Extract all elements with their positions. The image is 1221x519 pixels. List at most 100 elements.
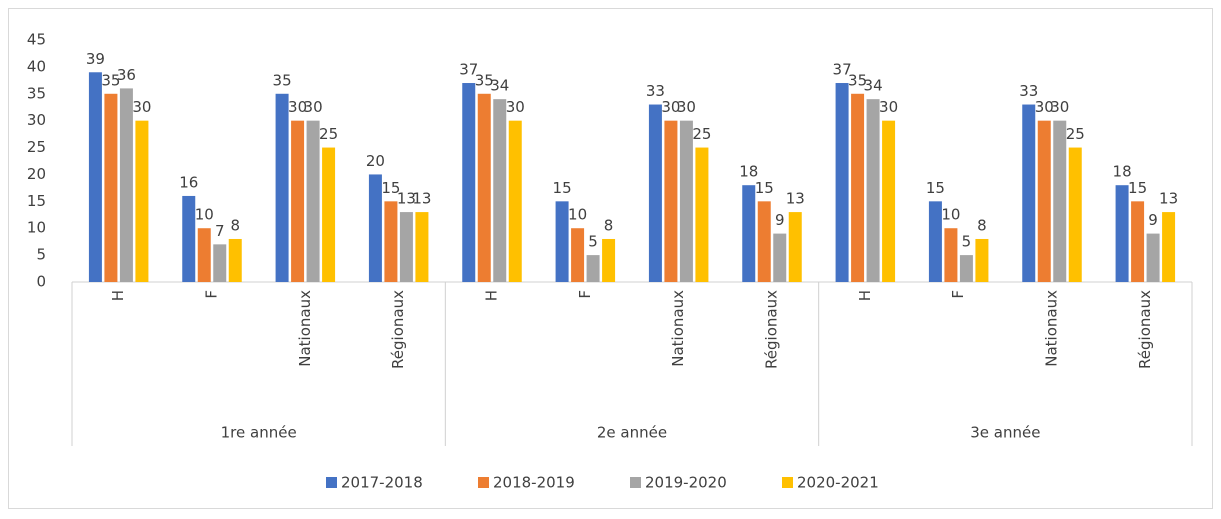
- y-tick-label: 15: [27, 192, 46, 210]
- data-label: 5: [588, 233, 598, 251]
- data-label: 37: [459, 61, 478, 79]
- y-tick-label: 45: [27, 31, 46, 49]
- bar: [571, 228, 585, 282]
- bar: [975, 238, 989, 282]
- bar: [291, 120, 305, 283]
- bar: [368, 174, 382, 282]
- x-tick-label: Nationaux: [669, 290, 687, 367]
- data-label: 13: [786, 190, 805, 208]
- bar: [773, 233, 787, 282]
- bar: [928, 201, 942, 282]
- bar: [493, 99, 507, 283]
- data-label: 7: [215, 222, 225, 240]
- bar: [1146, 233, 1160, 282]
- data-label: 30: [1050, 98, 1069, 116]
- data-label: 35: [273, 71, 292, 89]
- bar: [322, 147, 336, 282]
- data-label: 15: [755, 179, 774, 197]
- legend-label: 2017-2018: [341, 474, 423, 492]
- data-label: 15: [926, 179, 945, 197]
- bar: [944, 228, 958, 282]
- data-label: 8: [230, 216, 240, 234]
- y-tick-label: 5: [36, 246, 46, 264]
- data-label: 10: [568, 206, 587, 224]
- x-tick-label: Nationaux: [296, 290, 314, 367]
- bar: [757, 201, 771, 282]
- bar: [197, 228, 211, 282]
- bar: [695, 147, 709, 282]
- data-label: 25: [692, 125, 711, 143]
- data-label: 33: [1019, 82, 1038, 100]
- bar: [1022, 104, 1036, 283]
- bar: [664, 120, 678, 283]
- bar: [88, 72, 102, 283]
- data-label: 39: [86, 50, 105, 68]
- data-label: 13: [412, 190, 431, 208]
- bar: [1053, 120, 1067, 283]
- data-label: 34: [490, 77, 509, 95]
- data-label: 10: [195, 206, 214, 224]
- data-label: 13: [1159, 190, 1178, 208]
- bar: [119, 88, 133, 283]
- data-label: 15: [1128, 179, 1147, 197]
- data-label: 30: [288, 98, 307, 116]
- bar: [586, 255, 600, 282]
- bar: [602, 238, 616, 282]
- data-label: 30: [677, 98, 696, 116]
- y-tick-label: 30: [27, 111, 46, 129]
- data-label: 10: [941, 206, 960, 224]
- data-label: 18: [1113, 163, 1132, 181]
- data-label: 37: [833, 61, 852, 79]
- x-tick-label: Régionaux: [1136, 290, 1154, 369]
- data-label: 9: [1148, 211, 1158, 229]
- data-label: 30: [132, 98, 151, 116]
- x-tick-label: F: [576, 290, 594, 299]
- legend-swatch: [326, 477, 337, 488]
- y-tick-label: 20: [27, 165, 46, 183]
- bar: [415, 212, 429, 282]
- data-label: 18: [739, 163, 758, 181]
- data-label: 34: [864, 77, 883, 95]
- data-label: 35: [848, 71, 867, 89]
- data-label: 25: [1066, 125, 1085, 143]
- bar: [1162, 212, 1176, 282]
- x-tick-label: Nationaux: [1043, 290, 1061, 367]
- bar: [462, 83, 476, 283]
- bar: [788, 212, 802, 282]
- bar: [648, 104, 662, 283]
- x-tick-label: F: [203, 290, 221, 299]
- bar: [104, 93, 118, 283]
- data-label: 25: [319, 125, 338, 143]
- group-label: 2e année: [597, 424, 667, 442]
- bar: [399, 212, 413, 282]
- bar: [882, 120, 896, 283]
- bar: [1068, 147, 1082, 282]
- bar: [555, 201, 569, 282]
- bar: [1115, 185, 1129, 282]
- data-label: 20: [366, 152, 385, 170]
- group-label: 1re année: [221, 424, 297, 442]
- data-label: 35: [475, 71, 494, 89]
- data-label: 5: [962, 233, 972, 251]
- bar: [384, 201, 398, 282]
- bar: [306, 120, 320, 283]
- data-label: 16: [179, 173, 198, 191]
- bar: [1037, 120, 1051, 283]
- legend-label: 2019-2020: [645, 474, 727, 492]
- bar: [1131, 201, 1145, 282]
- bar: [835, 83, 849, 283]
- data-label: 35: [101, 71, 120, 89]
- data-label: 8: [604, 216, 614, 234]
- bar: [851, 93, 865, 283]
- y-tick-label: 35: [27, 84, 46, 102]
- x-tick-label: H: [856, 290, 874, 301]
- bar: [182, 195, 196, 282]
- legend-label: 2018-2019: [493, 474, 575, 492]
- x-tick-label: Régionaux: [389, 290, 407, 369]
- y-tick-label: 25: [27, 138, 46, 156]
- data-label: 30: [506, 98, 525, 116]
- y-tick-label: 10: [27, 219, 46, 237]
- x-tick-label: Régionaux: [763, 290, 781, 369]
- group-label: 3e année: [970, 424, 1040, 442]
